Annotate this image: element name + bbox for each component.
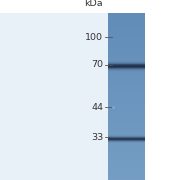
Bar [108,70,145,71]
Text: 44: 44 [91,103,103,112]
Text: 70: 70 [91,60,103,69]
Bar [108,68,145,69]
Bar [108,139,145,140]
Bar [108,138,145,139]
Bar [108,137,145,138]
Bar [0,13,108,180]
Text: kDa: kDa [84,0,103,8]
Bar [108,66,145,67]
Bar [108,142,145,143]
Bar [108,64,145,65]
Bar [108,63,145,64]
Bar [108,140,145,141]
Bar [108,141,145,142]
Bar [108,61,145,62]
Text: 33: 33 [91,133,103,142]
Bar [108,71,145,72]
Bar [108,65,145,66]
Bar [108,67,145,68]
Bar [108,69,145,70]
Bar [108,136,145,137]
Bar [108,135,145,136]
Text: 100: 100 [85,33,103,42]
Bar [108,62,145,63]
